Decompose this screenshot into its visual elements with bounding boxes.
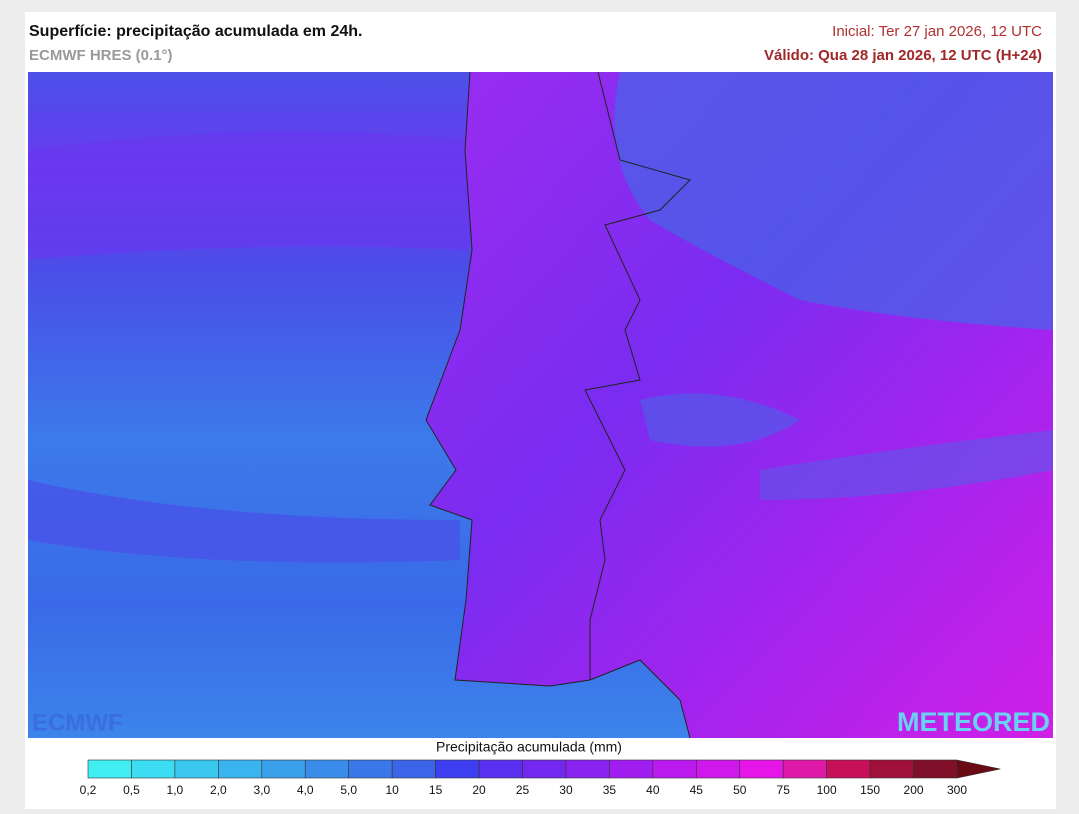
- color-bin: [522, 759, 567, 779]
- legend-label: 45: [690, 783, 704, 797]
- legend-label: 0,5: [123, 783, 140, 797]
- legend-label: 10: [385, 783, 399, 797]
- logo-meteored: METEORED: [897, 707, 1050, 737]
- color-bin: [87, 759, 132, 779]
- legend-label: 75: [777, 783, 791, 797]
- color-arrow: [956, 759, 1001, 779]
- legend-label: 25: [516, 783, 530, 797]
- legend-title: Precipitação acumulada (mm): [436, 739, 622, 755]
- color-bin: [695, 759, 741, 779]
- color-bin: [869, 759, 914, 779]
- legend-label: 0,2: [80, 783, 97, 797]
- colorbar: 0,2 0,5 1,0 2,0 3,0 4,0 5,0 10 15 20 25 30 35 40 45 50 7…: [80, 759, 1001, 797]
- logo-ecmwf: ECMWF: [32, 709, 123, 736]
- coastline: [425, 72, 691, 738]
- color-bin: [913, 759, 958, 779]
- legend-label: 35: [603, 783, 617, 797]
- color-bin: [304, 759, 350, 779]
- init-time: Inicial: Ter 27 jan 2026, 12 UTC: [832, 23, 1042, 40]
- color-bin: [391, 759, 436, 779]
- color-bin: [131, 759, 176, 779]
- color-bin: [435, 759, 480, 779]
- legend-label: 200: [904, 783, 924, 797]
- legend-label: 15: [429, 783, 443, 797]
- rain-band: [28, 480, 460, 563]
- legend-label: 3,0: [253, 783, 270, 797]
- color-bin: [478, 759, 523, 779]
- legend-label: 5,0: [340, 783, 357, 797]
- legend-label: 150: [860, 783, 880, 797]
- color-bin: [348, 759, 393, 779]
- subtitle: ECMWF HRES (0.1°): [29, 47, 173, 64]
- color-bin: [565, 759, 610, 779]
- color-bin: [652, 759, 697, 779]
- map: [28, 72, 1053, 738]
- color-bin: [261, 759, 306, 779]
- color-bin: [609, 759, 654, 779]
- dry-area: [640, 393, 800, 447]
- legend-label: 100: [817, 783, 837, 797]
- color-bin: [782, 759, 827, 779]
- color-bin: [739, 759, 784, 779]
- legend-label: 4,0: [297, 783, 314, 797]
- legend-label: 1,0: [167, 783, 184, 797]
- title: Superfície: precipitação acumulada em 24…: [29, 23, 362, 40]
- color-bin: [174, 759, 219, 779]
- legend-label: 2,0: [210, 783, 227, 797]
- legend-label: 20: [472, 783, 486, 797]
- color-bin: [218, 759, 263, 779]
- border: [584, 72, 691, 680]
- legend-label: 50: [733, 783, 747, 797]
- legend-label: 30: [559, 783, 573, 797]
- dry-area: [614, 72, 1053, 330]
- rain-band: [28, 132, 470, 260]
- dry-area: [760, 430, 1053, 500]
- valid-time: Válido: Qua 28 jan 2026, 12 UTC (H+24): [764, 47, 1042, 64]
- color-bin: [826, 759, 871, 779]
- legend-label: 300: [947, 783, 967, 797]
- legend-label: 40: [646, 783, 660, 797]
